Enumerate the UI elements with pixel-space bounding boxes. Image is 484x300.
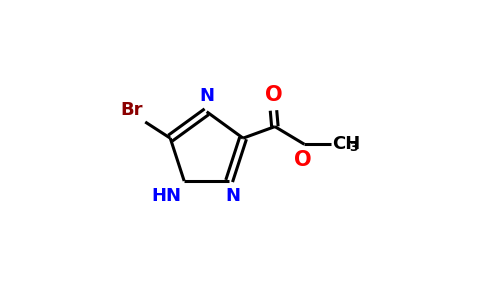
Text: HN: HN [151, 187, 181, 205]
Text: Br: Br [121, 101, 143, 119]
Text: CH: CH [333, 135, 361, 153]
Text: N: N [225, 187, 240, 205]
Text: 3: 3 [349, 141, 358, 154]
Text: O: O [294, 150, 312, 169]
Text: O: O [265, 85, 282, 105]
Text: N: N [199, 87, 214, 105]
